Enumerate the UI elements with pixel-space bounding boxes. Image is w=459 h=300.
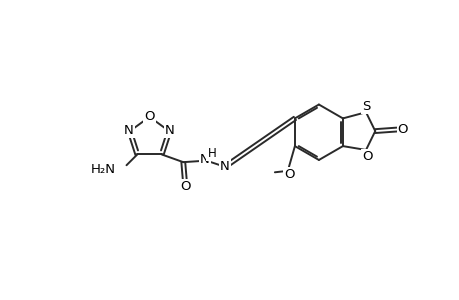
Text: O: O xyxy=(284,168,294,181)
Text: N: N xyxy=(200,153,209,166)
Text: S: S xyxy=(361,100,369,112)
Text: N: N xyxy=(124,124,134,137)
Text: H: H xyxy=(207,147,216,160)
Text: O: O xyxy=(144,110,154,123)
Text: O: O xyxy=(362,150,372,164)
Text: N: N xyxy=(165,124,174,137)
Text: O: O xyxy=(397,123,407,136)
Text: O: O xyxy=(180,180,190,193)
Text: N: N xyxy=(219,160,229,172)
Text: H₂N: H₂N xyxy=(90,164,116,176)
